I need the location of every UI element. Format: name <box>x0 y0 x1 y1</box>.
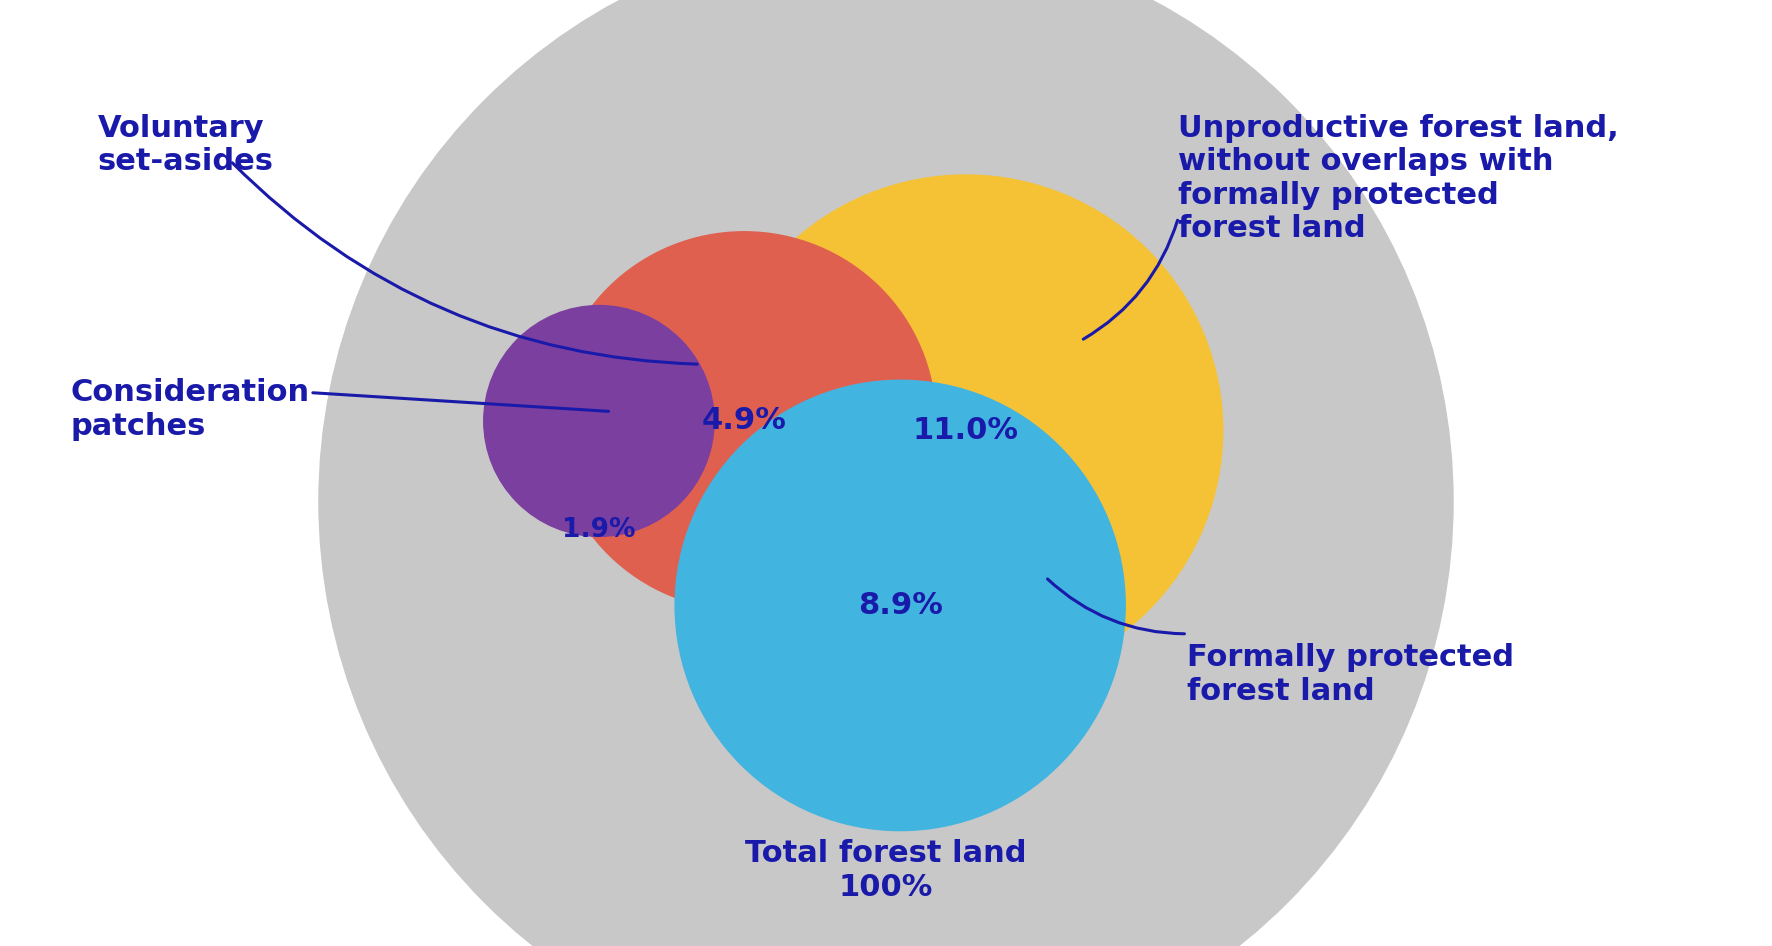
Ellipse shape <box>319 0 1453 946</box>
Ellipse shape <box>709 175 1223 686</box>
Text: 8.9%: 8.9% <box>858 591 943 620</box>
Text: Consideration
patches: Consideration patches <box>71 378 310 441</box>
Text: 4.9%: 4.9% <box>702 407 787 435</box>
Ellipse shape <box>484 306 714 536</box>
Text: 1.9%: 1.9% <box>562 517 636 543</box>
Text: Formally protected
forest land: Formally protected forest land <box>1187 643 1515 706</box>
Ellipse shape <box>675 380 1125 831</box>
Text: Total forest land
100%: Total forest land 100% <box>746 839 1026 902</box>
Text: Unproductive forest land,
without overlaps with
formally protected
forest land: Unproductive forest land, without overla… <box>1178 114 1620 243</box>
Text: Voluntary
set-asides: Voluntary set-asides <box>97 114 273 176</box>
Ellipse shape <box>553 232 936 610</box>
Text: 11.0%: 11.0% <box>913 416 1019 445</box>
